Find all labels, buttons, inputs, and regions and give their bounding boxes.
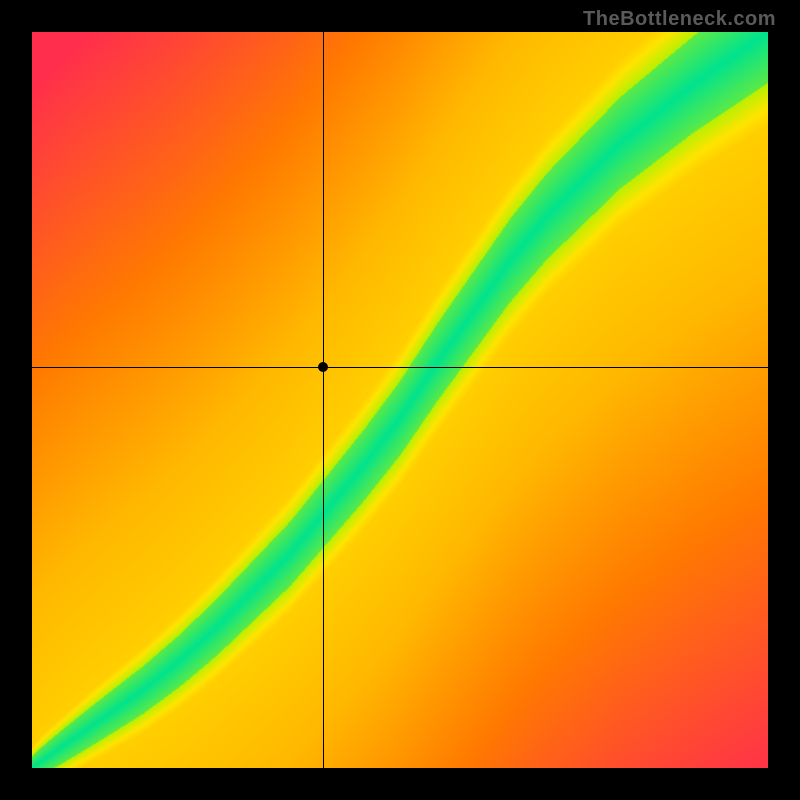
heatmap-canvas xyxy=(32,32,768,768)
crosshair-vertical xyxy=(323,32,324,768)
crosshair-point xyxy=(318,362,328,372)
crosshair-horizontal xyxy=(32,367,768,368)
bottleneck-heatmap xyxy=(32,32,768,768)
watermark-text: TheBottleneck.com xyxy=(583,8,776,31)
